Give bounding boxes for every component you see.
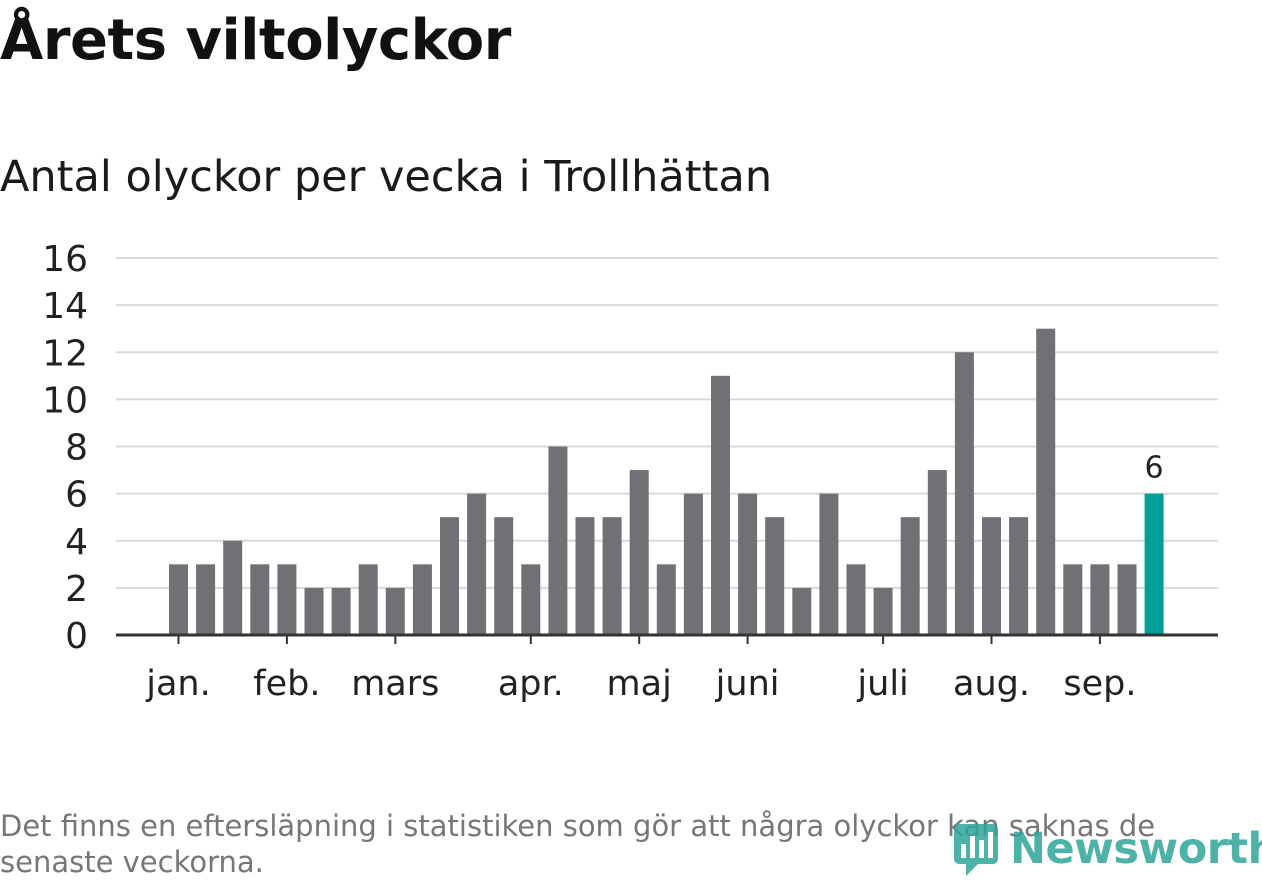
x-axis-month-labels: jan. feb. mars apr. maj juni juli aug. sep.	[145, 635, 1136, 704]
bar	[169, 564, 188, 635]
bar	[1090, 564, 1110, 635]
newsworthy-logo: Newsworthy	[952, 820, 1262, 878]
x-tick-label: mars	[351, 664, 439, 704]
bar	[846, 564, 866, 635]
x-tick-label: juli	[856, 664, 908, 704]
bar	[1063, 564, 1083, 635]
bar	[494, 517, 514, 635]
x-tick-label: maj	[607, 664, 672, 704]
x-tick-label: jan.	[145, 664, 210, 704]
bar	[819, 493, 839, 635]
bar	[223, 540, 243, 635]
x-tick-label: sep.	[1063, 664, 1136, 704]
bar	[1117, 564, 1137, 635]
y-tick-label: 8	[65, 428, 88, 469]
data-label-highlight: 6	[1145, 451, 1164, 486]
bar	[792, 587, 812, 635]
bar	[440, 517, 459, 635]
bar	[304, 587, 324, 635]
bar	[873, 587, 893, 635]
logo-text: Newsworthy	[1010, 824, 1262, 874]
bar-highlighted	[1144, 493, 1164, 635]
bar	[358, 564, 378, 635]
bar	[656, 564, 676, 635]
bar	[954, 352, 974, 635]
x-tick-label: apr.	[498, 664, 564, 704]
bar	[412, 564, 432, 635]
y-tick-label: 0	[65, 616, 88, 657]
bar	[602, 517, 622, 635]
bar	[629, 470, 649, 635]
y-tick-label: 4	[65, 522, 88, 563]
x-tick-label: feb.	[253, 664, 320, 704]
y-tick-label: 12	[42, 333, 88, 374]
bar	[385, 587, 405, 635]
bar	[900, 517, 920, 635]
x-tick-label: aug.	[953, 664, 1030, 704]
bar	[548, 446, 568, 635]
grid-lines	[116, 257, 1218, 589]
bars	[169, 328, 1164, 635]
bar	[1009, 517, 1029, 635]
bar	[521, 564, 541, 635]
bar	[277, 564, 297, 635]
bar	[765, 517, 785, 635]
x-tick-label: juni	[715, 664, 780, 704]
chart-subtitle: Antal olyckor per vecka i Trollhättan	[0, 152, 773, 202]
bar	[1036, 328, 1056, 635]
y-axis-tick-labels: 0 2 4 6 8 10 12 14 16	[42, 239, 88, 657]
bar	[738, 493, 758, 635]
bar	[982, 517, 1001, 635]
bar	[711, 375, 730, 635]
y-tick-label: 14	[42, 286, 88, 327]
data-labels: 6	[1145, 451, 1164, 486]
bar	[575, 517, 595, 635]
bar	[683, 493, 703, 635]
bar	[331, 587, 351, 635]
bar	[927, 470, 947, 635]
y-tick-label: 10	[42, 380, 88, 421]
y-tick-label: 2	[65, 569, 88, 610]
bar	[250, 564, 270, 635]
y-tick-label: 6	[65, 475, 88, 516]
newsworthy-logo-icon	[954, 824, 998, 876]
y-tick-label: 16	[42, 239, 88, 280]
bar	[196, 564, 216, 635]
chart-title: Årets viltolyckor	[0, 8, 511, 73]
bar	[467, 493, 487, 635]
